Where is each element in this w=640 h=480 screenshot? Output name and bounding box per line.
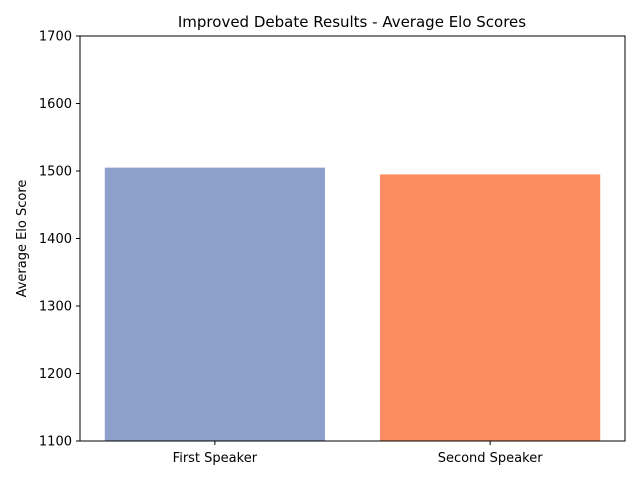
chart-title: Improved Debate Results - Average Elo Sc…: [178, 13, 526, 31]
bar-first-speaker: [104, 167, 325, 441]
y-axis-title: Average Elo Score: [15, 180, 30, 298]
plot-frame: [79, 35, 626, 442]
y-tick-label: 1300: [39, 300, 72, 315]
y-tick-label: 1400: [39, 232, 72, 247]
y-axis: 1100 1200 1300 1400 1500 1600 1700: [39, 30, 80, 450]
y-tick-label: 1700: [39, 30, 72, 45]
y-tick-label: 1100: [39, 435, 72, 450]
x-tick-label: First Speaker: [173, 451, 258, 466]
bar-second-speaker: [380, 174, 601, 441]
bars-group: [104, 167, 601, 441]
x-axis: First Speaker Second Speaker: [173, 441, 544, 466]
y-tick-label: 1500: [39, 165, 72, 180]
x-tick-label: Second Speaker: [438, 451, 544, 466]
y-tick-label: 1200: [39, 367, 72, 382]
y-tick-label: 1600: [39, 97, 72, 112]
